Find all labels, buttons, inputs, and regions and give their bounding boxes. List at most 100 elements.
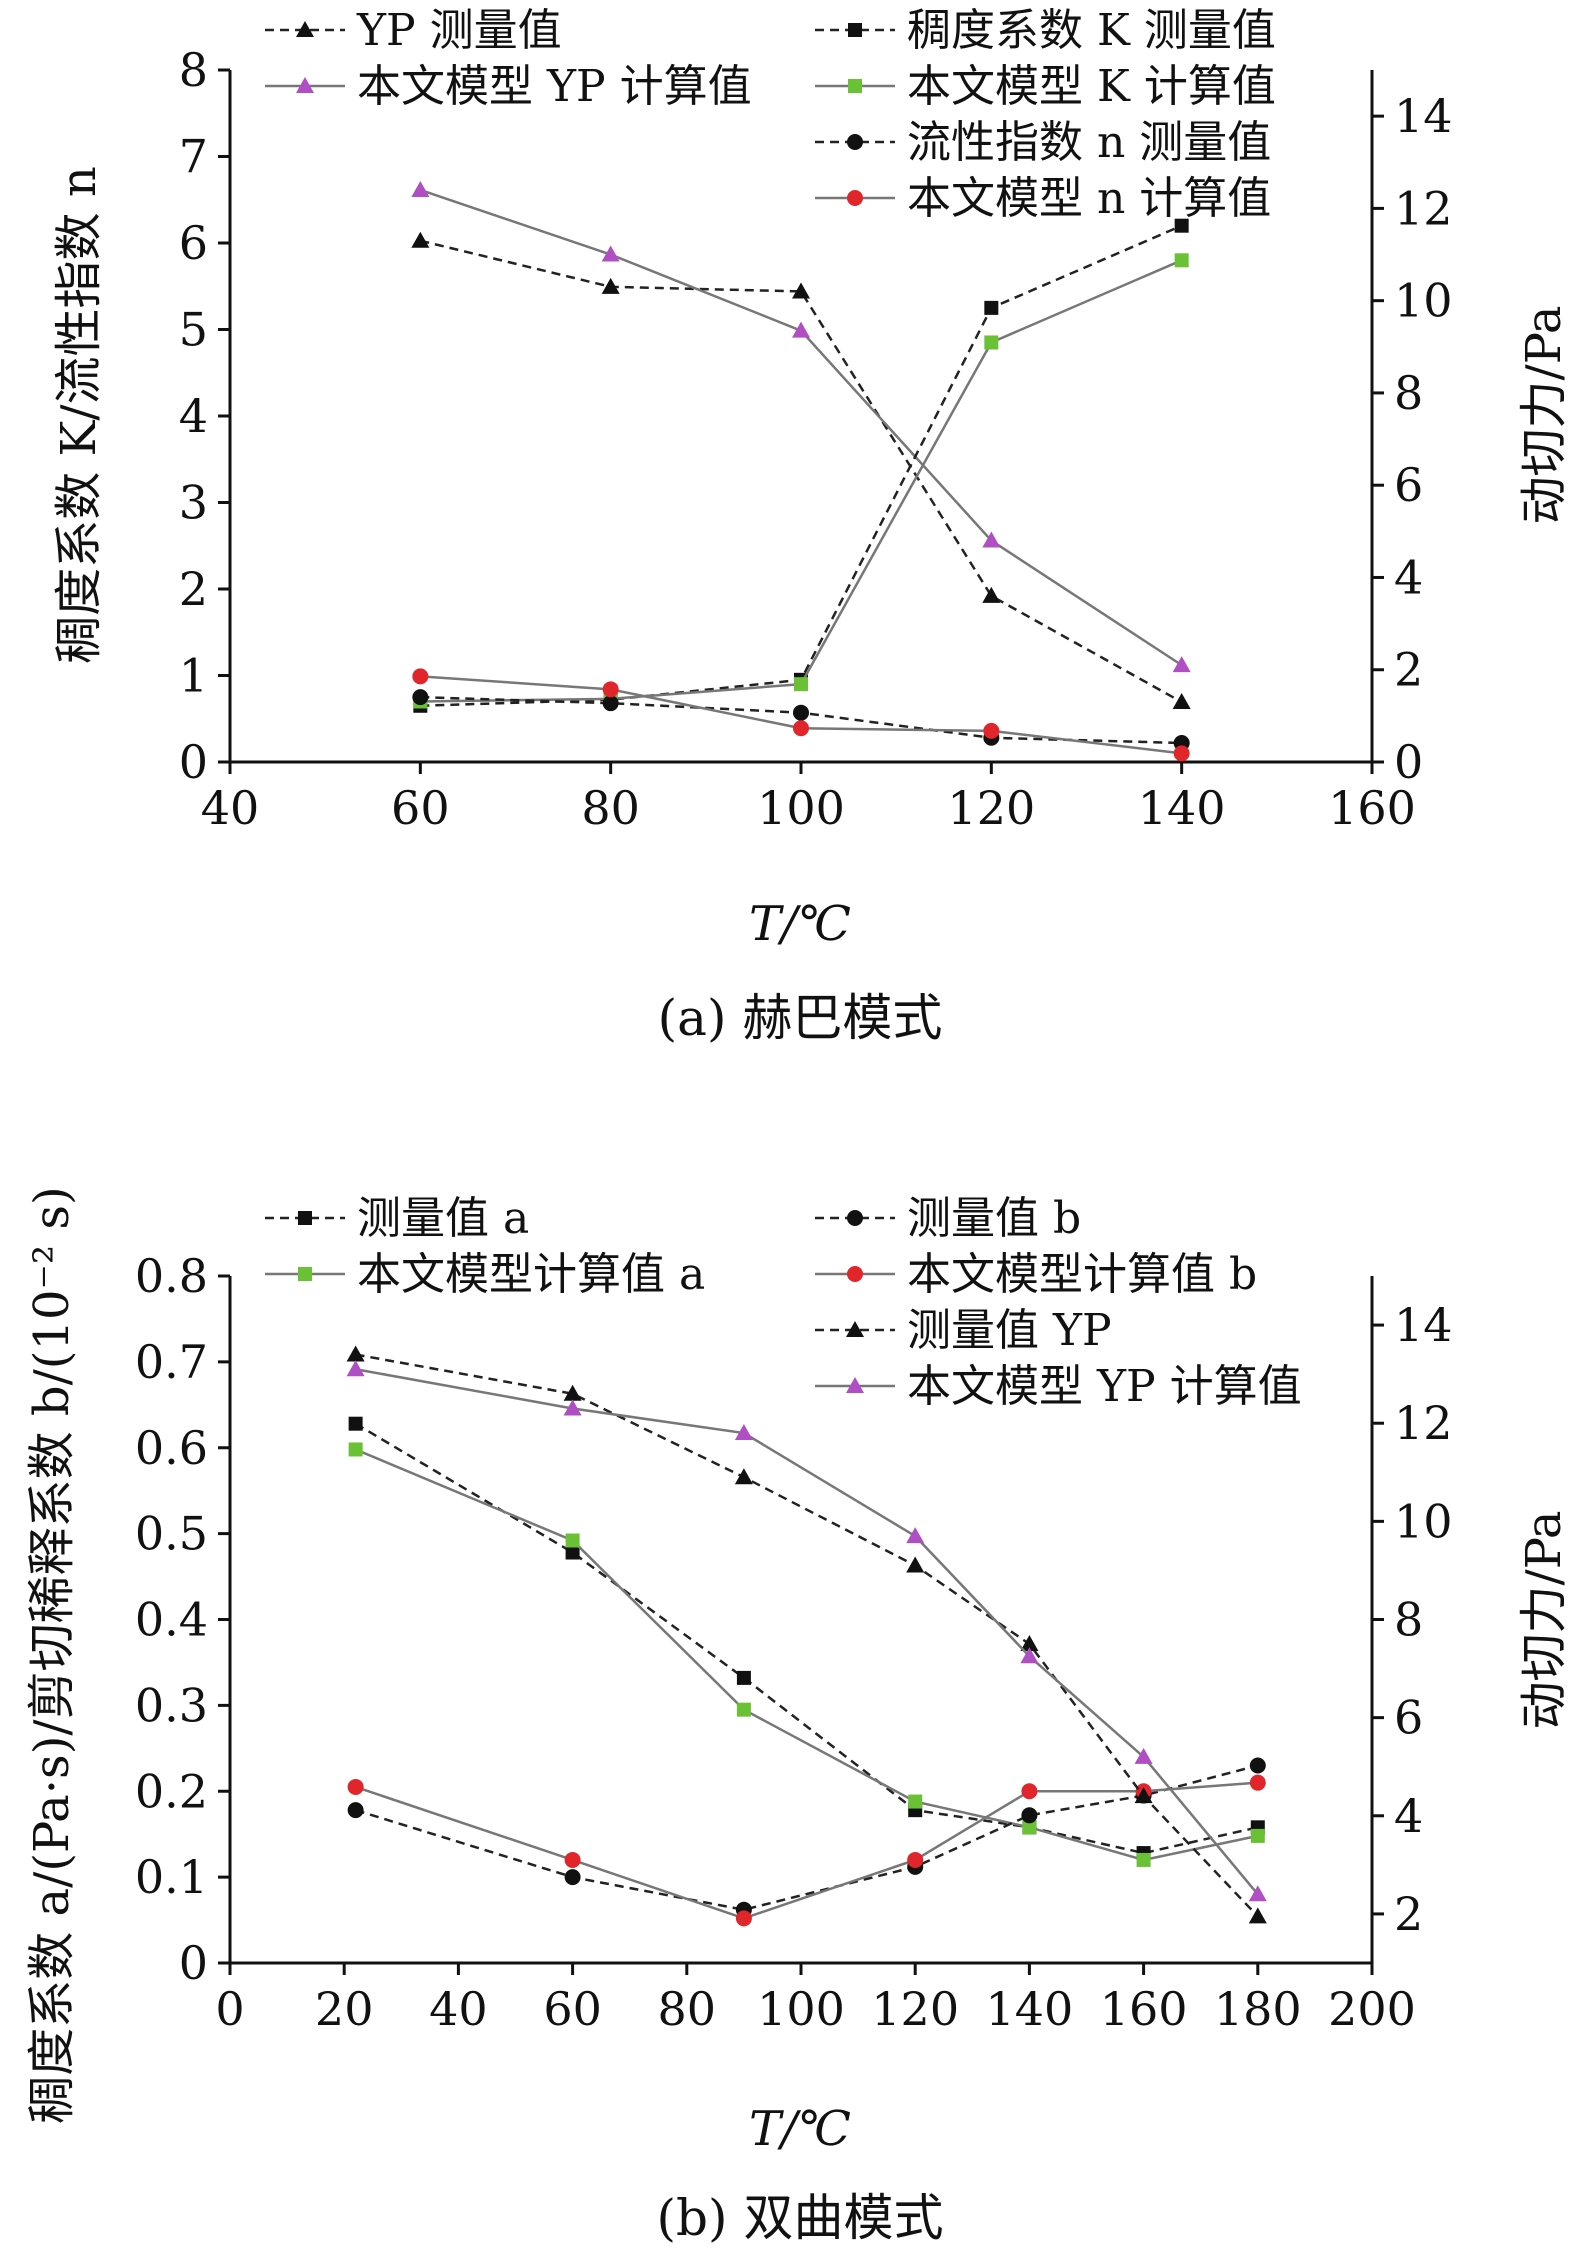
chart-a-y-right-tick-label: 2 [1394, 643, 1423, 697]
chart-a-legend-marker [296, 77, 314, 93]
chart-a-x-tick-label: 140 [1138, 781, 1226, 835]
chart-b-legend-marker [847, 1210, 863, 1226]
chart-b-y-right-tick-label: 14 [1394, 1298, 1453, 1352]
chart-b-legend-marker [847, 1266, 863, 1282]
chart-b-data-point [348, 1416, 363, 1431]
chart-b-x-axis-title: T/℃ [749, 2101, 851, 2157]
chart-a-data-point [601, 277, 620, 294]
chart-b-y-left-title: 稠度系数 a/(Pa·s)/剪切稀释系数 b/(10⁻² s) [24, 1186, 80, 2123]
chart-b-data-point [347, 1802, 364, 1819]
chart-b-data-point [1021, 1783, 1038, 1800]
chart-a-legend-label: 本文模型 n 计算值 [907, 173, 1271, 224]
chart-a-y-left-tick-label: 1 [179, 649, 208, 703]
chart-a-y-right-tick-label: 4 [1394, 550, 1423, 604]
chart-b-y-left-tick-label: 0.7 [135, 1335, 208, 1389]
chart-b-legend-marker [298, 1211, 312, 1225]
chart-b-data-point [1248, 1885, 1267, 1902]
chart-b-y-left-tick-label: 0.1 [135, 1850, 208, 1904]
chart-a-data-point [982, 531, 1001, 548]
chart-b-data-point [347, 1778, 364, 1795]
chart-a-data-point [412, 668, 429, 685]
chart-b-legend-marker [298, 1267, 312, 1281]
chart-b-data-point [736, 1702, 751, 1717]
chart-b-x-tick-label: 200 [1328, 1982, 1416, 2036]
chart-a-x-axis-title: T/℃ [749, 896, 851, 952]
chart-b-data-point [1250, 1828, 1265, 1843]
chart-b-data-point [735, 1910, 752, 1927]
chart-b-data-point [565, 1545, 580, 1560]
chart-b-x-tick-label: 20 [315, 1982, 374, 2036]
chart-a-data-point [1173, 745, 1190, 762]
chart-a-data-point [1172, 693, 1191, 710]
chart-b-y-right-tick-label: 8 [1394, 1593, 1423, 1647]
chart-b-data-point [346, 1360, 365, 1377]
chart-b-y-left-tick-label: 0.4 [135, 1593, 208, 1647]
chart-b-data-point [734, 1424, 753, 1441]
chart-b-data-point [1021, 1807, 1038, 1824]
chart-a-legend-marker [296, 21, 314, 37]
chart-b-data-point [1134, 1747, 1153, 1764]
chart-a-data-point [601, 245, 620, 262]
chart-b-data-point [1136, 1852, 1151, 1867]
chart-a-x-tick-label: 100 [757, 781, 845, 835]
chart-a-data-point [1172, 656, 1191, 673]
chart-a-y-right-tick-label: 0 [1394, 735, 1423, 789]
chart-b-data-point [906, 1556, 925, 1573]
chart-b-data-point [1020, 1647, 1039, 1664]
chart-a-data-point [411, 180, 430, 197]
chart-a-legend-label: 流性指数 n 测量值 [907, 117, 1271, 168]
chart-b-x-tick-label: 180 [1214, 1982, 1302, 2036]
chart-b-data-point [1249, 1757, 1266, 1774]
chart-a-data-point [982, 586, 1001, 603]
chart-a-y-right-title: 动切力/Pa [1516, 306, 1572, 525]
chart-a-data-point [792, 321, 810, 338]
chart-b-y-right-tick-label: 4 [1394, 1789, 1423, 1843]
chart-b-data-point [1020, 1635, 1039, 1652]
chart-a-x-tick-label: 120 [947, 781, 1035, 835]
chart-b-data-point [565, 1533, 580, 1548]
chart-a-data-point [984, 335, 999, 350]
chart-a-data-point [984, 300, 999, 315]
chart-a-legend-marker [848, 23, 862, 37]
chart-b-data-point [563, 1399, 582, 1416]
chart-b-data-point [906, 1527, 925, 1544]
chart-b-y-left-tick-label: 0.6 [135, 1421, 208, 1475]
chart-a-caption: (a) 赫巴模式 [658, 989, 943, 1047]
chart-a-y-left-tick-label: 0 [179, 735, 208, 789]
chart-b-legend-label: 本文模型计算值 b [907, 1249, 1257, 1300]
chart-a-data-point [793, 720, 809, 737]
chart-b-y-left-tick-label: 0.2 [135, 1764, 208, 1818]
chart-a-legend-label: YP 测量值 [356, 5, 562, 56]
chart-a-y-left-tick-label: 3 [179, 476, 208, 530]
chart-b-y-left-tick-label: 0.3 [135, 1678, 208, 1732]
chart-b-axes: 0 20 40 60 80 100 120 140 160 180 200 0 0.1 0.2 0.3 0.4… [135, 1249, 1453, 2036]
chart-b-x-tick-label: 120 [871, 1982, 959, 2036]
chart-a-y-right-tick-label: 6 [1394, 458, 1423, 512]
chart-a-legend-label: 稠度系数 K 测量值 [907, 5, 1276, 56]
chart-b-data-point [736, 1670, 751, 1685]
chart-b-legend-label: 测量值 b [907, 1193, 1081, 1244]
chart-b-y-right-title: 动切力/Pa [1516, 1511, 1572, 1730]
chart-b-data-point [348, 1442, 363, 1457]
chart-a-x-tick-label: 60 [391, 781, 450, 835]
chart-b-data-point [1249, 1774, 1266, 1791]
chart-b-caption: (b) 双曲模式 [657, 2189, 944, 2247]
chart-a-series-line-0 [420, 239, 1183, 704]
chart-b-x-tick-label: 160 [1100, 1982, 1188, 2036]
chart-b-series [346, 1345, 1267, 1927]
chart-b-y-right-tick-label: 10 [1394, 1494, 1453, 1548]
chart-a-y-left-tick-label: 5 [179, 303, 208, 357]
chart-a-legend-label: 本文模型 K 计算值 [907, 61, 1276, 112]
chart-b-y-right-tick-label: 6 [1394, 1691, 1423, 1745]
chart-a-data-point [792, 282, 810, 299]
chart-a-y-right-tick-label: 10 [1394, 274, 1453, 328]
chart-b-y-left-tick-label: 0.8 [135, 1249, 208, 1303]
chart-panel-b: (b) 双曲模式 T/℃ 稠度系数 a/(Pa·s)/剪切稀释系数 b/(10⁻… [24, 1186, 1572, 2247]
chart-a-data-point [412, 689, 429, 706]
chart-a-y-left-tick-label: 8 [179, 43, 208, 97]
chart-a-data-point [1174, 218, 1189, 233]
